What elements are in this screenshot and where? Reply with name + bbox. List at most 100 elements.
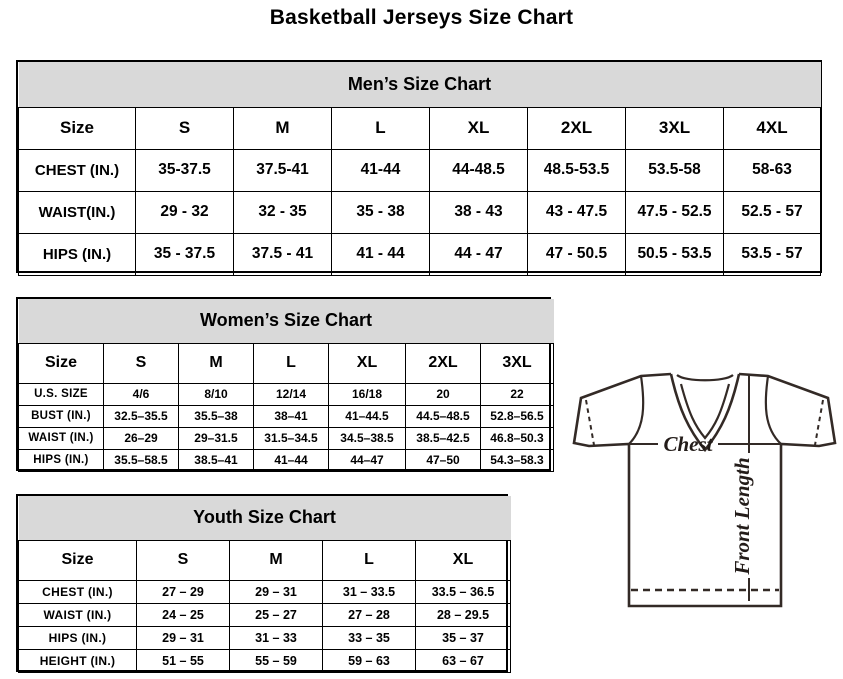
womens-chart-caption: Women’s Size Chart <box>18 299 554 344</box>
jersey-body-outline <box>572 372 837 608</box>
womens-hips-xl: 44–47 <box>328 448 406 472</box>
mens-chest-l: 41-44 <box>331 148 430 192</box>
womens-bust-l: 38–41 <box>253 404 329 428</box>
mens-header-s: S <box>135 106 234 150</box>
youth-waist-s: 24 – 25 <box>136 602 230 627</box>
youth-hips-m: 31 – 33 <box>229 625 323 650</box>
womens-header-s: S <box>103 342 179 384</box>
mens-row-label-waist: WAIST(IN.) <box>18 190 136 234</box>
womens-header-2xl: 2XL <box>405 342 481 384</box>
youth-chest-m: 29 – 31 <box>229 579 323 604</box>
mens-header-m: M <box>233 106 332 150</box>
chest-measure-label: Chest <box>663 432 713 456</box>
mens-header-2xl: 2XL <box>527 106 626 150</box>
womens-bust-s: 32.5–35.5 <box>103 404 179 428</box>
youth-hips-xl: 35 – 37 <box>414 625 512 650</box>
womens-header-size: Size <box>18 342 104 384</box>
youth-row-label-hips: HIPS (IN.) <box>18 625 137 650</box>
youth-caption-row: Youth Size Chart <box>18 496 511 541</box>
mens-chest-xl: 44-48.5 <box>429 148 528 192</box>
mens-header-l: L <box>331 106 430 150</box>
table-row: WAIST (IN.) 26–29 29–31.5 31.5–34.5 34.5… <box>18 426 554 450</box>
mens-header-xl: XL <box>429 106 528 150</box>
womens-bust-2xl: 44.5–48.5 <box>405 404 481 428</box>
womens-ussize-3xl: 22 <box>480 382 554 406</box>
mens-hips-xl: 44 - 47 <box>429 232 528 276</box>
youth-height-m: 55 – 59 <box>229 648 323 673</box>
mens-caption-row: Men’s Size Chart <box>18 62 821 108</box>
mens-header-row: Size S M L XL 2XL 3XL 4XL <box>18 106 821 150</box>
womens-hips-s: 35.5–58.5 <box>103 448 179 472</box>
jersey-left-armhole <box>628 375 645 445</box>
womens-header-l: L <box>253 342 329 384</box>
mens-header-3xl: 3XL <box>625 106 724 150</box>
youth-size-chart: Youth Size Chart Size S M L XL CHEST (IN… <box>16 494 512 673</box>
youth-height-xl: 63 – 67 <box>414 648 512 673</box>
youth-size-table: Youth Size Chart Size S M L XL CHEST (IN… <box>18 496 512 673</box>
womens-waist-s: 26–29 <box>103 426 179 450</box>
mens-size-chart: Men’s Size Chart Size S M L XL 2XL 3XL 4… <box>16 60 822 276</box>
table-row: HIPS (IN.) 29 – 31 31 – 33 33 – 35 35 – … <box>18 625 512 650</box>
mens-row-label-hips: HIPS (IN.) <box>18 232 136 276</box>
mens-chest-s: 35-37.5 <box>135 148 234 192</box>
table-row: CHEST (IN.) 35-37.5 37.5-41 41-44 44-48.… <box>18 148 821 192</box>
mens-hips-4xl: 53.5 - 57 <box>723 232 821 276</box>
womens-waist-2xl: 38.5–42.5 <box>405 426 481 450</box>
womens-hips-l: 41–44 <box>253 448 329 472</box>
mens-waist-3xl: 47.5 - 52.5 <box>625 190 724 234</box>
youth-waist-l: 27 – 28 <box>322 602 416 627</box>
womens-hips-3xl: 54.3–58.3 <box>480 448 554 472</box>
jersey-right-cuff-seam <box>814 399 824 446</box>
mens-waist-2xl: 43 - 47.5 <box>527 190 626 234</box>
mens-hips-s: 35 - 37.5 <box>135 232 234 276</box>
youth-header-l: L <box>322 539 416 581</box>
jersey-neckline-outer <box>669 373 741 453</box>
youth-waist-m: 25 – 27 <box>229 602 323 627</box>
jersey-left-cuff-seam <box>585 399 595 446</box>
jersey-collar-band-upper <box>676 374 734 382</box>
mens-waist-s: 29 - 32 <box>135 190 234 234</box>
table-row: WAIST (IN.) 24 – 25 25 – 27 27 – 28 28 –… <box>18 602 512 627</box>
youth-chest-l: 31 – 33.5 <box>322 579 416 604</box>
youth-row-label-height: HEIGHT (IN.) <box>18 648 137 673</box>
womens-header-3xl: 3XL <box>480 342 554 384</box>
mens-chart-caption: Men’s Size Chart <box>18 62 821 108</box>
mens-waist-l: 35 - 38 <box>331 190 430 234</box>
youth-waist-xl: 28 – 29.5 <box>414 602 512 627</box>
mens-row-label-chest: CHEST (IN.) <box>18 148 136 192</box>
youth-row-label-chest: CHEST (IN.) <box>18 579 137 604</box>
mens-hips-2xl: 47 - 50.5 <box>527 232 626 276</box>
womens-bust-3xl: 52.8–56.5 <box>480 404 554 428</box>
womens-row-label-us-size: U.S. SIZE <box>18 382 104 406</box>
womens-header-row: Size S M L XL 2XL 3XL <box>18 342 554 384</box>
youth-hips-l: 33 – 35 <box>322 625 416 650</box>
mens-waist-4xl: 52.5 - 57 <box>723 190 821 234</box>
womens-ussize-2xl: 20 <box>405 382 481 406</box>
mens-hips-m: 37.5 - 41 <box>233 232 332 276</box>
mens-chest-3xl: 53.5-58 <box>625 148 724 192</box>
youth-hips-s: 29 – 31 <box>136 625 230 650</box>
womens-ussize-xl: 16/18 <box>328 382 406 406</box>
womens-bust-m: 35.5–38 <box>178 404 254 428</box>
table-row: HIPS (IN.) 35 - 37.5 37.5 - 41 41 - 44 4… <box>18 232 821 276</box>
youth-height-s: 51 – 55 <box>136 648 230 673</box>
womens-header-m: M <box>178 342 254 384</box>
mens-chest-4xl: 58-63 <box>723 148 821 192</box>
page-title: Basketball Jerseys Size Chart <box>269 6 574 29</box>
youth-row-label-waist: WAIST (IN.) <box>18 602 137 627</box>
table-row: HEIGHT (IN.) 51 – 55 55 – 59 59 – 63 63 … <box>18 648 512 673</box>
mens-waist-m: 32 - 35 <box>233 190 332 234</box>
womens-ussize-s: 4/6 <box>103 382 179 406</box>
youth-header-row: Size S M L XL <box>18 539 512 581</box>
table-row: U.S. SIZE 4/6 8/10 12/14 16/18 20 22 <box>18 382 554 406</box>
jersey-right-armhole <box>764 375 782 445</box>
youth-chart-caption: Youth Size Chart <box>18 496 511 541</box>
table-row: HIPS (IN.) 35.5–58.5 38.5–41 41–44 44–47… <box>18 448 554 472</box>
mens-header-4xl: 4XL <box>723 106 821 150</box>
youth-header-s: S <box>136 539 230 581</box>
jersey-measurement-diagram: Chest Front Length <box>553 358 841 658</box>
mens-hips-l: 41 - 44 <box>331 232 430 276</box>
womens-bust-xl: 41–44.5 <box>328 404 406 428</box>
youth-header-m: M <box>229 539 323 581</box>
youth-header-size: Size <box>18 539 137 581</box>
